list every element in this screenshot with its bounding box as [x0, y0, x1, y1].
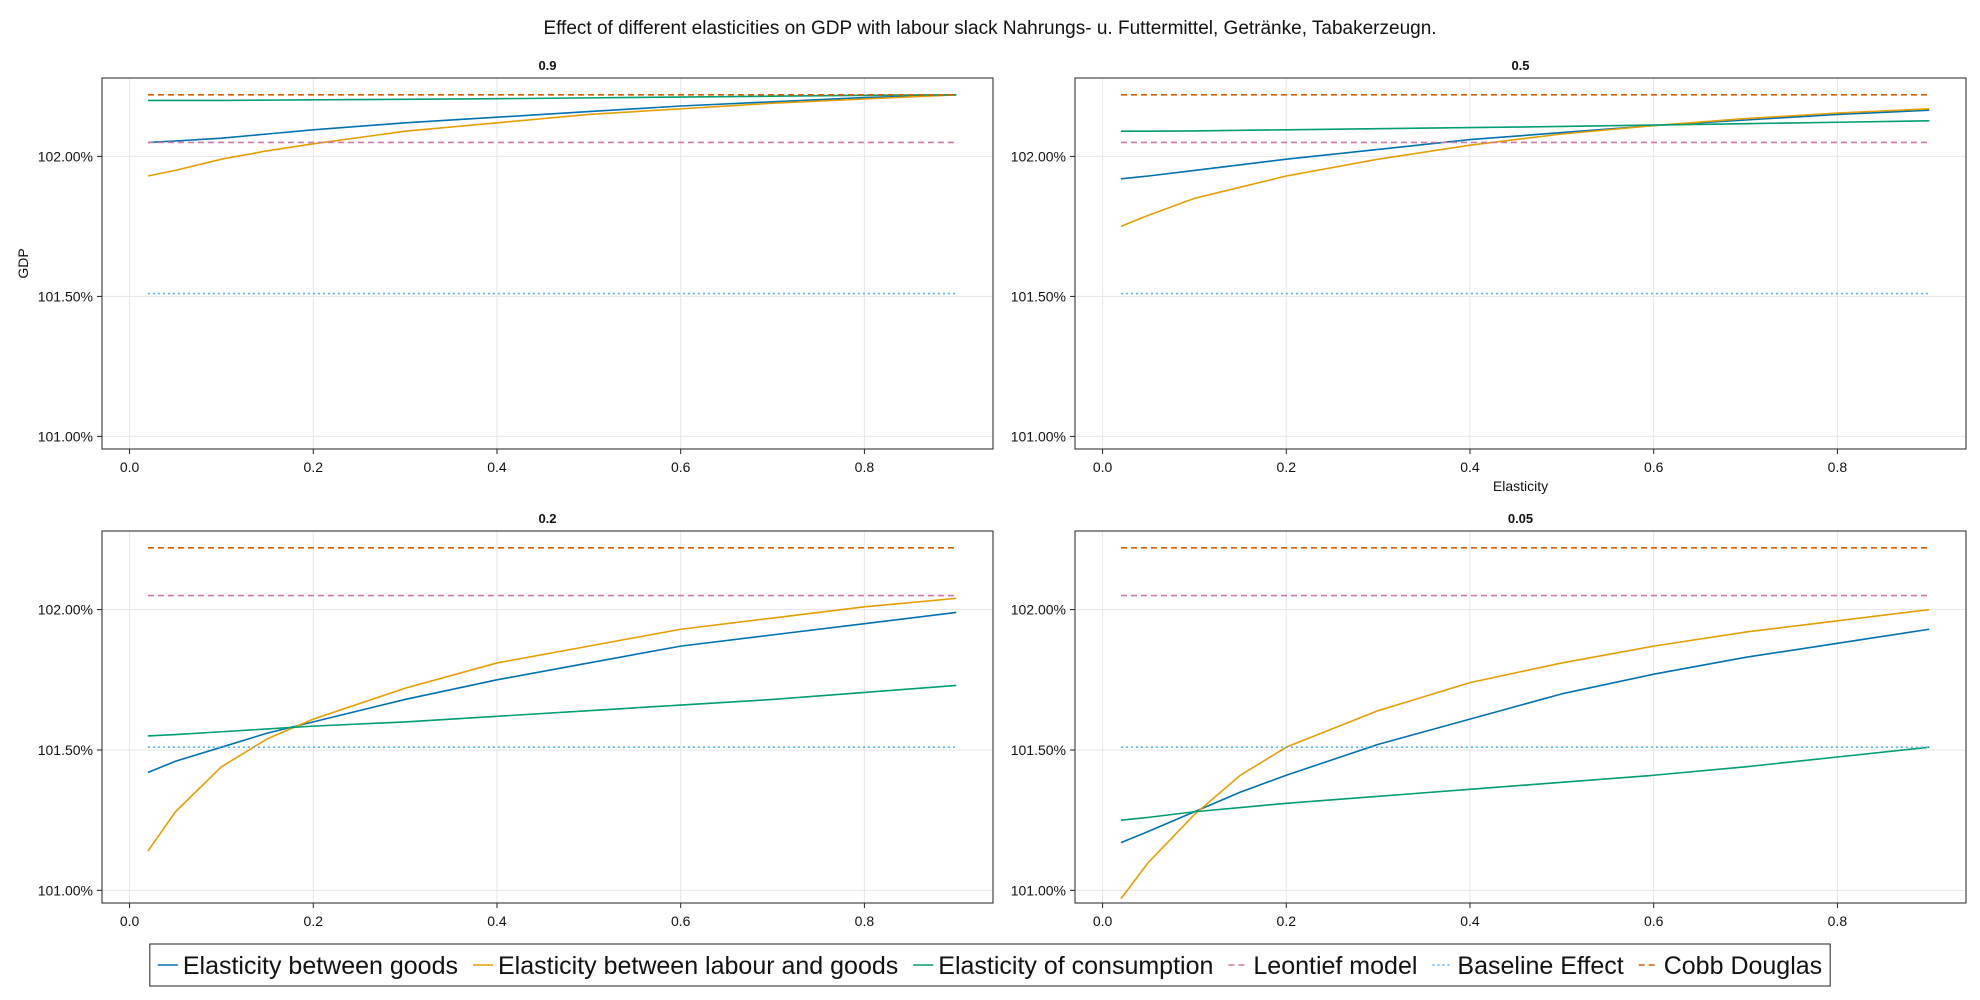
- subplot-panel-0-05: 0.05 0.0 0.2 0.4 0.6 0.8 101.00% 101.50% 102.00%: [1011, 511, 1967, 929]
- y-tick-label: 102.00%: [1011, 602, 1066, 618]
- y-tick-label: 102.00%: [38, 602, 93, 618]
- x-tick-label: 0.8: [1828, 459, 1848, 475]
- x-tick-label: 0.4: [487, 913, 507, 929]
- x-axis-label: Elasticity: [1493, 478, 1548, 494]
- subplot-title: 0.05: [1508, 511, 1533, 526]
- series-line-elasticity-of-consumption: [1120, 746, 1930, 821]
- x-tick-label: 0.4: [1460, 913, 1480, 929]
- subplot-panel-0-5: 0.5 0.0 0.2 0.4 0.6 0.8 101.00% 101.50% 102.00% E…: [1011, 58, 1967, 494]
- series-line-elasticity-between-labour-and-goods: [1120, 108, 1930, 228]
- plot-frame: [1074, 530, 1967, 904]
- legend-item-elasticity-of-consumption: Elasticity of consumption: [913, 952, 1213, 980]
- legend-label: Elasticity of consumption: [938, 952, 1213, 980]
- series-line-elasticity-of-consumption: [1120, 120, 1930, 132]
- x-tick-label: 0.0: [1093, 913, 1113, 929]
- legend-item-baseline-effect: Baseline Effect: [1432, 952, 1624, 980]
- series-line-elasticity-of-consumption: [147, 94, 957, 102]
- series-line-elasticity-between-goods: [147, 94, 957, 144]
- y-tick-label: 101.00%: [38, 882, 93, 898]
- series-line-elasticity-between-labour-and-goods: [147, 94, 957, 177]
- y-axis-label: GDP: [15, 248, 31, 278]
- subplot-panel-0-9: 0.9 0.0 0.2 0.4 0.6 0.8 101.00% 101.50% 102.00% G…: [15, 58, 994, 475]
- legend-label: Baseline Effect: [1457, 952, 1623, 980]
- x-tick-label: 0.0: [1093, 459, 1113, 475]
- series-line-elasticity-between-goods: [1120, 109, 1930, 180]
- subplot-title: 0.2: [538, 511, 556, 526]
- x-tick-label: 0.2: [304, 913, 324, 929]
- legend-item-cobb-douglas: Cobb Douglas: [1638, 952, 1822, 980]
- y-tick-label: 101.00%: [1011, 428, 1066, 444]
- x-tick-label: 0.6: [1644, 459, 1664, 475]
- y-tick-label: 101.50%: [38, 742, 93, 758]
- chart-legend: Elasticity between goods Elasticity betwe…: [149, 943, 1831, 987]
- y-tick-label: 101.00%: [38, 428, 93, 444]
- series-line-elasticity-of-consumption: [147, 684, 957, 737]
- x-tick-label: 0.2: [304, 459, 324, 475]
- plot-frame: [101, 530, 994, 904]
- legend-label: Elasticity between goods: [183, 952, 458, 980]
- y-tick-label: 101.50%: [38, 288, 93, 304]
- y-tick-label: 101.00%: [1011, 882, 1066, 898]
- figure-title: Effect of different elasticities on GDP …: [543, 18, 1436, 39]
- x-tick-label: 0.2: [1277, 459, 1297, 475]
- legend-frame: [149, 943, 1831, 987]
- y-tick-label: 101.50%: [1011, 742, 1066, 758]
- series-line-elasticity-between-labour-and-goods: [1120, 608, 1930, 900]
- y-tick-label: 102.00%: [1011, 148, 1066, 164]
- subplot-title: 0.9: [538, 58, 556, 73]
- x-tick-label: 0.6: [671, 913, 691, 929]
- x-tick-label: 0.8: [855, 459, 875, 475]
- x-tick-label: 0.0: [120, 913, 140, 929]
- subplot-panel-0-2: 0.2 0.0 0.2 0.4 0.6 0.8 101.00% 101.50% 102.00%: [38, 511, 994, 929]
- y-tick-label: 102.00%: [38, 148, 93, 164]
- plot-frame: [1074, 77, 1967, 450]
- subplot-grid: 0.9 0.0 0.2 0.4 0.6 0.8 101.00% 101.50% 102.00% G…: [15, 58, 1967, 929]
- legend-item-elasticity-between-goods: Elasticity between goods: [157, 952, 458, 980]
- x-tick-label: 0.4: [487, 459, 507, 475]
- legend-label: Leontief model: [1253, 952, 1417, 980]
- legend-label: Elasticity between labour and goods: [498, 952, 898, 980]
- x-tick-label: 0.6: [671, 459, 691, 475]
- plot-frame: [101, 77, 994, 450]
- x-tick-label: 0.6: [1644, 913, 1664, 929]
- y-tick-label: 101.50%: [1011, 288, 1066, 304]
- series-line-elasticity-between-goods: [147, 611, 957, 774]
- series-line-elasticity-between-labour-and-goods: [147, 597, 957, 852]
- legend-item-leontief-model: Leontief model: [1228, 952, 1417, 980]
- series-line-elasticity-between-goods: [1120, 628, 1930, 844]
- x-tick-label: 0.4: [1460, 459, 1480, 475]
- x-tick-label: 0.8: [855, 913, 875, 929]
- x-tick-label: 0.2: [1277, 913, 1297, 929]
- x-tick-label: 0.8: [1828, 913, 1848, 929]
- legend-label: Cobb Douglas: [1664, 952, 1822, 980]
- x-tick-label: 0.0: [120, 459, 140, 475]
- legend-item-elasticity-between-labour-and-goods: Elasticity between labour and goods: [473, 952, 898, 980]
- subplot-title: 0.5: [1511, 58, 1529, 73]
